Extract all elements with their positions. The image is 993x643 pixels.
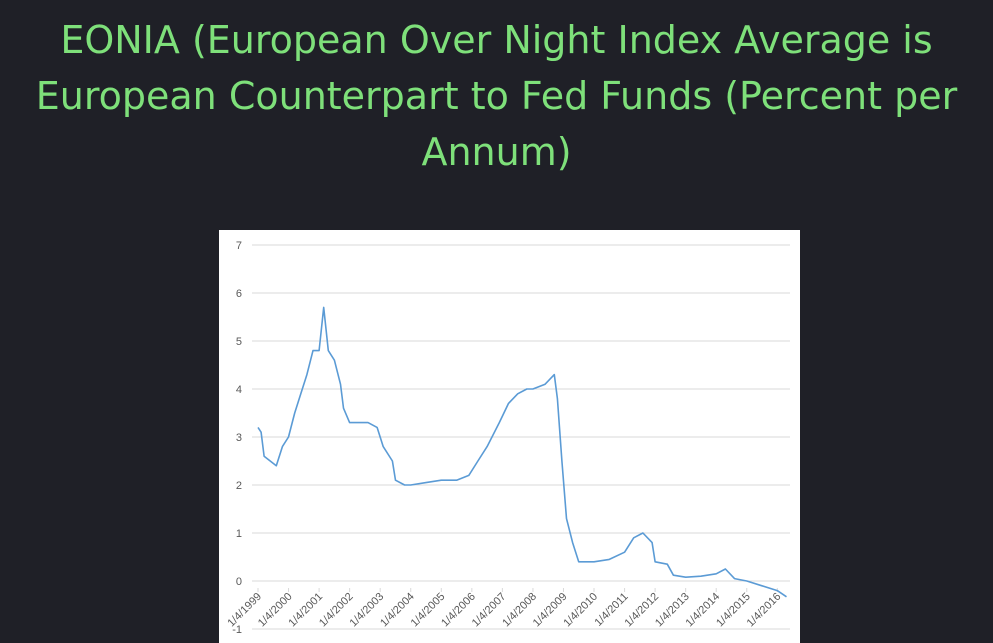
y-tick-label: -1 xyxy=(232,624,242,636)
data-line xyxy=(257,306,787,598)
y-tick-label: 4 xyxy=(236,384,242,396)
y-tick-label: 7 xyxy=(236,240,242,252)
y-tick-label: 6 xyxy=(236,288,242,300)
y-tick-label: 3 xyxy=(236,432,242,444)
y-tick-label: 2 xyxy=(236,480,242,492)
y-tick-label: 0 xyxy=(236,576,242,588)
y-tick-label: 5 xyxy=(236,336,242,348)
slide-title: EONIA (European Over Night Index Average… xyxy=(35,18,958,174)
y-tick-label: 1 xyxy=(236,528,242,540)
